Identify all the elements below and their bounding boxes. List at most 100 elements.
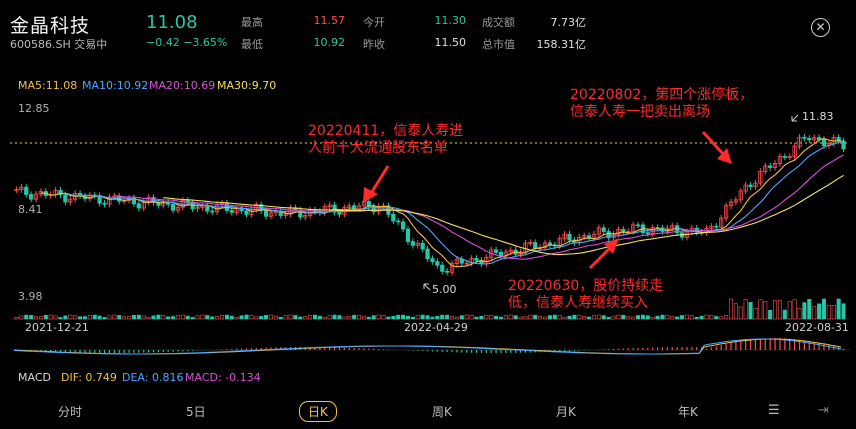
- volume-bar: [63, 315, 68, 320]
- settings-list-icon[interactable]: ☰: [768, 403, 780, 418]
- tab-weekly-k[interactable]: 周K: [432, 405, 452, 419]
- volume-bar: [733, 303, 738, 320]
- candle-body: [454, 258, 460, 265]
- low-marker-icon: [423, 283, 431, 291]
- volume-bar: [239, 315, 244, 320]
- macd-bar: [705, 348, 708, 350]
- macd-bar: [314, 347, 316, 350]
- candle-body: [768, 165, 773, 168]
- tab-intraday[interactable]: 分时: [58, 405, 83, 419]
- candle-body: [263, 210, 269, 217]
- volume-bar: [753, 308, 758, 320]
- volume-bar: [205, 315, 210, 320]
- macd-bar: [485, 350, 487, 353]
- candle-body: [268, 212, 274, 217]
- volume-bar: [136, 314, 141, 320]
- macd-bar: [412, 350, 414, 351]
- macd-bar: [500, 350, 502, 353]
- volume-bar: [352, 314, 357, 320]
- volume-bar: [763, 301, 768, 320]
- tab-daily-k[interactable]: 日K: [299, 401, 337, 422]
- macd-bar: [45, 350, 47, 352]
- volume-bar: [386, 316, 391, 320]
- candle-body: [723, 205, 729, 219]
- volume-bar: [342, 316, 347, 320]
- macd-bar: [730, 342, 732, 350]
- tab-yearly-k[interactable]: 年K: [678, 405, 698, 419]
- candle-body: [283, 213, 288, 216]
- volume-bar: [357, 314, 362, 320]
- macd-bar: [221, 349, 223, 350]
- kline-chart[interactable]: [0, 0, 856, 397]
- macd-bar: [774, 338, 776, 350]
- ma20-legend: MA20:10.69: [149, 79, 216, 92]
- volume-bar: [773, 300, 778, 320]
- candle-body: [709, 225, 714, 229]
- volume-bar: [308, 314, 313, 320]
- stat-label-market-cap: 总市值: [482, 38, 515, 51]
- macd-bar: [118, 350, 120, 353]
- macd-bar: [426, 350, 429, 352]
- macd-bar: [226, 349, 228, 350]
- candle-body: [498, 251, 504, 257]
- volume-bar: [782, 309, 787, 320]
- volume-bar: [53, 315, 58, 320]
- macd-bar: [759, 338, 761, 350]
- volume-bar: [195, 315, 200, 320]
- volume-bar: [557, 315, 562, 320]
- candle-body: [161, 201, 166, 206]
- macd-bar: [348, 347, 350, 350]
- volume-bar: [268, 314, 273, 320]
- volume-bar: [317, 315, 322, 320]
- volume-bar: [410, 316, 415, 320]
- macd-bar: [260, 347, 262, 350]
- volume-bar: [787, 301, 792, 320]
- candle-body: [430, 258, 435, 262]
- tab-monthly-k[interactable]: 月K: [556, 405, 576, 419]
- macd-bar: [735, 341, 737, 350]
- volume-bar: [498, 316, 503, 320]
- stock-code: 600586.SH: [10, 38, 71, 51]
- macd-bar: [441, 350, 443, 352]
- candle-body: [229, 210, 234, 213]
- macd-bar: [842, 348, 845, 350]
- volume-bar: [587, 316, 592, 320]
- tab-5day[interactable]: 5日: [186, 405, 206, 419]
- volume-bar: [43, 315, 48, 320]
- macd-bar: [573, 350, 575, 351]
- volume-bar: [670, 316, 675, 320]
- volume-bar: [704, 314, 709, 320]
- candle-body: [508, 249, 513, 253]
- macd-bar: [69, 350, 71, 353]
- macd-bar: [89, 350, 91, 353]
- macd-bar: [50, 350, 52, 352]
- change-amount: −0.42: [146, 36, 180, 49]
- macd-bar: [833, 346, 835, 350]
- macd-bar: [715, 346, 717, 350]
- annotation-3-line2: 信泰人寿一把卖出离场: [570, 104, 710, 120]
- volume-bar: [714, 316, 719, 320]
- landscape-icon[interactable]: ⇥: [818, 403, 829, 418]
- price-axis-bottom: 3.98: [18, 290, 43, 303]
- macd-bar: [563, 350, 566, 352]
- volume-bar: [684, 314, 689, 320]
- arrow-2-shaft: [588, 244, 614, 270]
- volume-bar: [371, 315, 376, 320]
- volume-bar: [180, 314, 185, 320]
- macd-bar: [103, 350, 106, 353]
- volume-bar: [430, 316, 435, 320]
- volume-bar: [312, 314, 318, 320]
- close-icon[interactable]: ✕: [811, 18, 830, 37]
- macd-bar: [162, 350, 164, 353]
- volume-bar: [102, 317, 107, 320]
- volume-bar: [264, 314, 269, 320]
- macd-bar: [828, 345, 830, 350]
- volume-bar: [87, 315, 92, 320]
- macd-value: MACD: -0.134: [185, 371, 261, 384]
- volume-bar: [48, 314, 53, 320]
- stock-name: 金晶科技: [10, 15, 91, 37]
- candle-body: [738, 190, 743, 201]
- candle-body: [616, 229, 621, 235]
- volume-bar: [821, 298, 826, 320]
- ma30-legend: MA30:9.70: [217, 79, 277, 92]
